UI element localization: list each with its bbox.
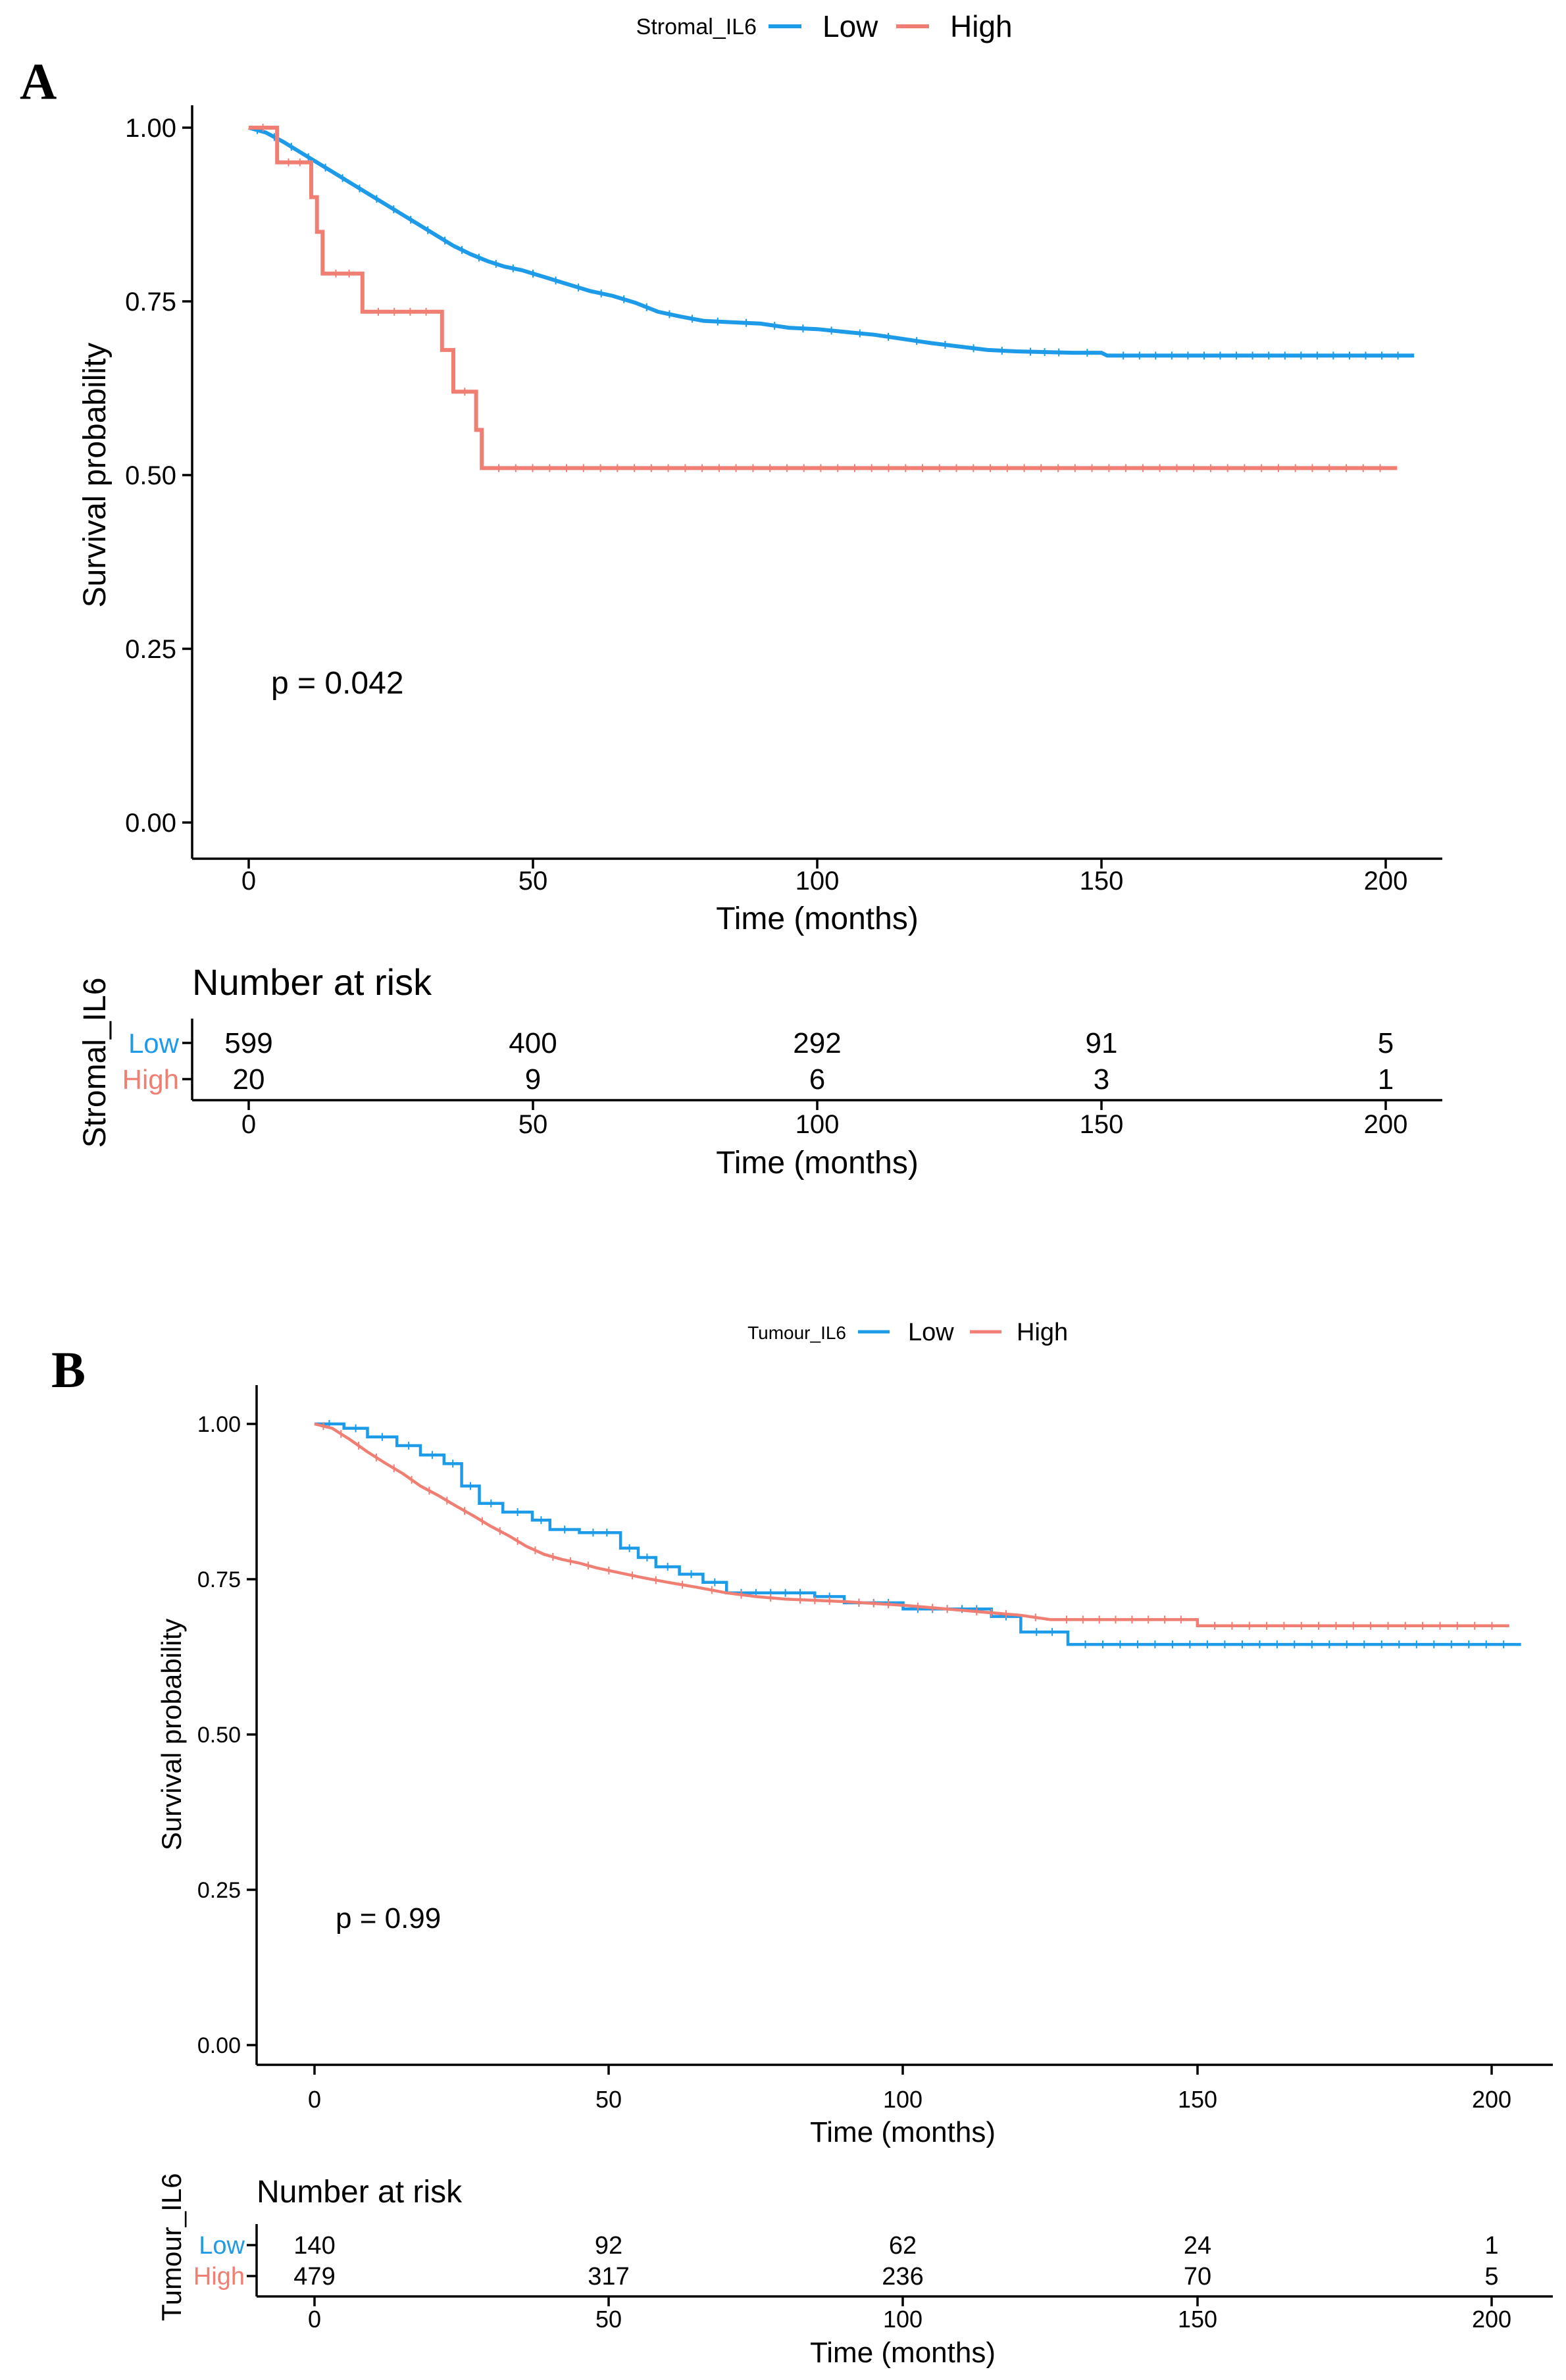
y-tick-label-a-2: 0.50 [125, 461, 176, 490]
series-line-low-a [248, 126, 1415, 358]
y-tick-label-a-3: 0.75 [125, 288, 176, 316]
legend-label-low-b: Low [908, 1319, 954, 1346]
risk-value: 236 [882, 2263, 923, 2291]
p-value-b: p = 0.99 [336, 1902, 441, 1935]
y-tick-label-b-4: 1.00 [197, 1412, 241, 1437]
y-tick-label-b-2: 0.50 [197, 1723, 241, 1748]
risk-value: 3 [1094, 1063, 1109, 1096]
legend-title-a: Stromal_IL6 [636, 14, 757, 39]
x-tick-label-b-1: 50 [595, 2086, 622, 2113]
risk-x-axis-title-a: Time (months) [716, 1146, 919, 1180]
x-tick-label-a-3: 150 [1080, 867, 1124, 896]
risk-strata-label-b: Tumour_IL6 [156, 2173, 187, 2321]
risk-x-tick-label-a-3: 150 [1080, 1110, 1124, 1139]
risk-value: 9 [525, 1063, 541, 1096]
risk-value: 70 [1184, 2263, 1211, 2291]
panel-a: A Stromal_IL6 Low High 0.00 0.25 0.50 0.… [20, 9, 1442, 1180]
risk-value: 92 [595, 2232, 622, 2260]
y-tick-label-b-3: 0.75 [197, 1567, 241, 1592]
x-ticks-b: 0 50 100 150 200 [308, 2065, 1511, 2113]
risk-table-b: Number at risk Tumour_IL6 Low High 140 9… [156, 2173, 1553, 2369]
risk-x-tick-label-b-3: 150 [1178, 2306, 1217, 2333]
risk-table-title-a: Number at risk [192, 961, 432, 1003]
x-tick-label-b-4: 200 [1472, 2086, 1511, 2113]
risk-x-tick-label-a-1: 50 [518, 1110, 548, 1139]
legend-label-low-a: Low [822, 9, 878, 43]
risk-x-tick-label-a-0: 0 [241, 1110, 256, 1139]
y-ticks-a: 0.00 0.25 0.50 0.75 1.00 [125, 114, 192, 838]
p-value-a: p = 0.042 [271, 666, 404, 701]
risk-value: 5 [1378, 1027, 1394, 1059]
risk-x-tick-label-b-2: 100 [883, 2306, 922, 2333]
x-tick-label-b-2: 100 [883, 2086, 922, 2113]
panel-label-b: B [51, 1341, 86, 1398]
legend-b: Tumour_IL6 Low High [747, 1319, 1068, 1346]
survival-curves-b [314, 1420, 1521, 1649]
risk-value: 1 [1378, 1063, 1394, 1096]
y-tick-label-b-0: 0.00 [197, 2033, 241, 2058]
x-ticks-a: 0 50 100 150 200 [241, 859, 1408, 896]
y-tick-label-a-4: 1.00 [125, 114, 176, 143]
x-tick-label-b-3: 150 [1178, 2086, 1217, 2113]
risk-value: 1 [1484, 2232, 1498, 2260]
survival-curves-a [248, 124, 1415, 472]
x-axis-title-b: Time (months) [810, 2116, 996, 2148]
risk-value: 140 [293, 2232, 335, 2260]
risk-x-tick-label-b-1: 50 [595, 2306, 622, 2333]
legend-label-high-b: High [1017, 1319, 1068, 1346]
x-tick-label-b-0: 0 [308, 2086, 321, 2113]
risk-x-axis-title-b: Time (months) [810, 2337, 996, 2369]
y-axis-title-b: Survival probability [156, 1619, 187, 1851]
risk-value: 20 [233, 1063, 265, 1096]
risk-row-label-high-b: High [193, 2263, 245, 2291]
y-tick-label-b-1: 0.25 [197, 1878, 241, 1903]
x-tick-label-a-0: 0 [241, 867, 256, 896]
risk-table-a: Number at risk Stromal_IL6 Low High 599 … [78, 961, 1442, 1180]
risk-row-label-high-a: High [122, 1064, 179, 1095]
risk-x-tick-label-a-2: 100 [796, 1110, 840, 1139]
legend-title-b: Tumour_IL6 [747, 1323, 846, 1343]
x-tick-label-a-1: 50 [518, 867, 548, 896]
risk-value: 24 [1184, 2232, 1211, 2260]
risk-row-label-low-b: Low [199, 2232, 245, 2260]
y-tick-label-a-0: 0.00 [125, 809, 176, 838]
legend-label-high-a: High [950, 9, 1013, 43]
panel-b: B Tumour_IL6 Low High 0.00 0.25 0.50 0.7… [51, 1319, 1553, 2369]
series-line-high-a [249, 126, 1398, 470]
risk-value: 6 [809, 1063, 825, 1096]
y-axis-title-a: Survival probability [78, 343, 113, 608]
risk-row-label-low-a: Low [128, 1028, 180, 1059]
x-tick-label-a-2: 100 [796, 867, 840, 896]
panel-label-a: A [20, 53, 57, 110]
y-ticks-b: 0.00 0.25 0.50 0.75 1.00 [197, 1412, 257, 2058]
risk-value: 5 [1484, 2263, 1498, 2291]
y-tick-label-a-1: 0.25 [125, 635, 176, 664]
risk-value: 91 [1086, 1027, 1118, 1059]
risk-value: 292 [793, 1027, 841, 1059]
legend-a: Stromal_IL6 Low High [636, 9, 1013, 43]
risk-value: 599 [224, 1027, 272, 1059]
risk-x-tick-label-b-4: 200 [1472, 2306, 1511, 2333]
series-line-high-b [314, 1422, 1509, 1628]
risk-value: 317 [588, 2263, 629, 2291]
risk-value: 62 [889, 2232, 917, 2260]
risk-value: 400 [509, 1027, 557, 1059]
x-axis-title-a: Time (months) [716, 901, 919, 936]
risk-value: 479 [293, 2263, 335, 2291]
risk-table-title-b: Number at risk [257, 2175, 463, 2210]
x-tick-label-a-4: 200 [1364, 867, 1408, 896]
risk-strata-label-a: Stromal_IL6 [78, 978, 113, 1148]
risk-x-tick-label-a-4: 200 [1364, 1110, 1408, 1139]
risk-x-tick-label-b-0: 0 [308, 2306, 321, 2333]
